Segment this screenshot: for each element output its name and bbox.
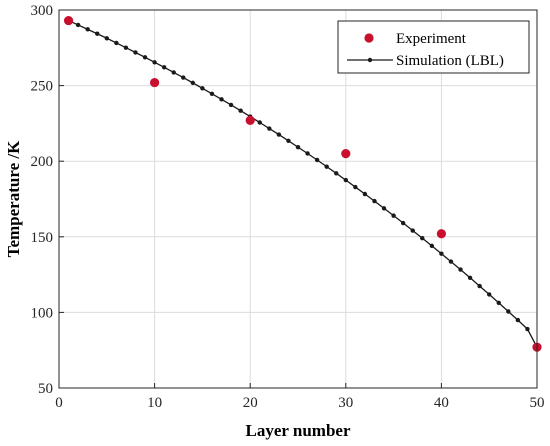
simulation-point <box>114 40 119 46</box>
experiment-point <box>436 229 446 239</box>
simulation-point <box>190 80 196 86</box>
x-axis-title: Layer number <box>246 421 351 440</box>
simulation-point <box>506 309 511 314</box>
experiment-point <box>341 149 351 159</box>
simulation-point <box>209 91 215 96</box>
simulation-point <box>181 75 186 80</box>
simulation-point <box>324 164 329 169</box>
simulation-point <box>171 70 176 75</box>
legend-simulation-label: Simulation (LBL) <box>396 53 504 69</box>
simulation-point <box>219 97 224 102</box>
simulation-point <box>276 132 282 137</box>
simulation-point <box>334 171 339 176</box>
simulation-point <box>410 228 415 233</box>
simulation-point <box>161 65 167 70</box>
simulation-point <box>515 317 521 323</box>
simulation-point <box>152 60 157 65</box>
simulation-point <box>448 259 454 264</box>
y-tick-label: 50 <box>38 381 53 397</box>
simulation-point <box>458 267 463 272</box>
legend-box <box>337 20 530 74</box>
simulation-point <box>142 55 148 60</box>
y-tick-label: 300 <box>31 3 54 19</box>
simulation-point <box>353 184 358 190</box>
simulation-point <box>228 102 234 108</box>
simulation-point <box>400 220 406 226</box>
x-tick-label: 40 <box>434 395 449 411</box>
simulation-point <box>362 191 368 197</box>
simulation-point <box>525 326 530 332</box>
simulation-point <box>467 275 473 280</box>
simulation-point <box>487 292 492 297</box>
simulation-point <box>104 36 110 41</box>
plot-frame <box>58 9 538 389</box>
x-tick-label: 0 <box>55 395 63 411</box>
simulation-point <box>238 108 243 113</box>
simulation-point <box>391 213 396 218</box>
x-tick-label: 10 <box>147 395 162 411</box>
simulation-point <box>305 151 310 156</box>
simulation-point <box>439 251 444 256</box>
simulation-point <box>496 300 501 306</box>
simulation-point <box>123 45 129 50</box>
simulation-series <box>66 18 540 350</box>
simulation-point <box>267 126 272 131</box>
simulation-point <box>343 177 348 183</box>
simulation-point <box>295 144 301 150</box>
simulation-point <box>286 138 291 143</box>
experiment-point <box>245 115 255 125</box>
experiment-point <box>150 77 160 88</box>
legend-experiment-marker <box>364 33 374 43</box>
y-tick-label: 100 <box>31 305 54 321</box>
simulation-point <box>420 235 425 241</box>
simulation-point <box>75 22 81 28</box>
legend: Experiment Simulation (LBL) <box>337 20 530 74</box>
y-axis-title: Temperature /K <box>4 140 23 257</box>
y-tick-label: 150 <box>31 230 54 246</box>
x-tick-label: 20 <box>243 395 258 411</box>
legend-experiment-label: Experiment <box>396 31 467 47</box>
simulation-point <box>200 86 205 91</box>
simulation-point <box>372 198 377 204</box>
experiment-point <box>63 15 74 26</box>
y-tick-label: 250 <box>31 79 54 95</box>
simulation-point <box>257 120 262 125</box>
y-tick-label: 200 <box>31 154 54 170</box>
simulation-point <box>95 31 100 36</box>
simulation-point <box>429 243 435 249</box>
simulation-point <box>133 50 138 55</box>
x-axis-ticks: 0 10 20 30 40 50 <box>55 383 545 411</box>
grid <box>58 9 538 389</box>
legend-simulation-marker <box>367 57 373 63</box>
experiment-series <box>63 15 542 352</box>
y-axis-ticks: 50 100 150 200 250 300 <box>31 3 64 397</box>
simulation-point <box>477 283 482 289</box>
simulation-point <box>314 157 320 163</box>
simulation-point <box>85 27 90 32</box>
x-tick-label: 50 <box>530 395 545 411</box>
x-tick-label: 30 <box>338 395 353 411</box>
simulation-point <box>381 206 387 211</box>
